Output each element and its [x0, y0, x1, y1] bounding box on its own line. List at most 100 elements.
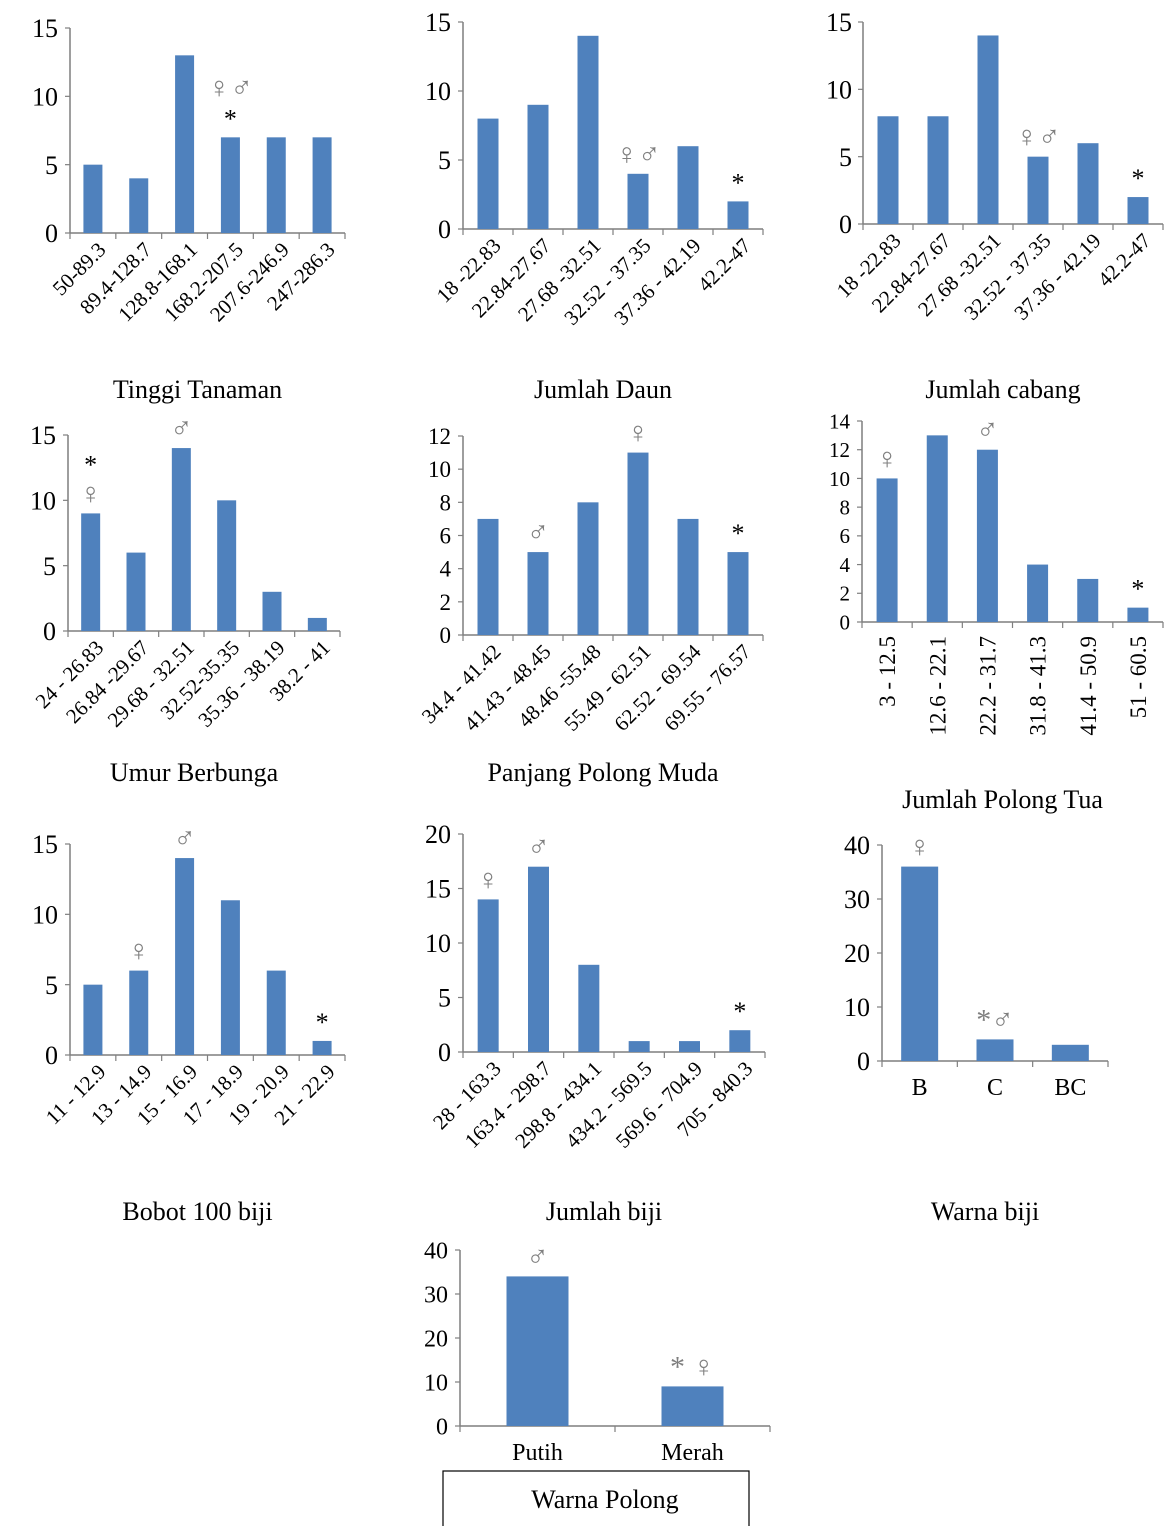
significance-marker: * — [1132, 164, 1145, 193]
y-tick-label: 40 — [844, 831, 870, 860]
chart-panel-1: 05101550-89.389.4-128.7128.8-168.1168.2-… — [32, 14, 346, 404]
bar — [727, 552, 749, 635]
bar — [262, 591, 282, 631]
bar — [627, 452, 649, 635]
bar — [171, 448, 191, 631]
bar — [312, 1040, 332, 1055]
parent-marker: ♂ — [173, 822, 196, 855]
parent-marker: ♂ — [170, 412, 193, 445]
y-tick-label: 0 — [43, 617, 56, 646]
y-tick-label: 2 — [440, 590, 452, 615]
parent-marker: ♂ — [527, 516, 550, 549]
x-tick-label: 51 - 60.5 — [1126, 636, 1151, 718]
bar — [901, 866, 939, 1061]
bar — [1027, 564, 1049, 622]
bar — [81, 513, 101, 631]
bar — [1127, 197, 1149, 224]
y-tick-label: 10 — [424, 1370, 448, 1396]
bar — [729, 1030, 751, 1052]
bar — [727, 201, 749, 229]
bar — [175, 55, 195, 234]
bar — [679, 1041, 700, 1052]
significance-marker: * — [316, 1008, 329, 1037]
bar — [129, 970, 149, 1055]
y-tick-label: 6 — [840, 524, 851, 548]
significance-marker: * — [733, 997, 746, 1026]
y-tick-label: 10 — [425, 77, 451, 106]
bar — [506, 1276, 569, 1426]
y-tick-label: 0 — [857, 1047, 870, 1076]
chart-title: Umur Berbunga — [110, 758, 279, 787]
parent-marker: ♂ — [527, 831, 550, 864]
chart-title: Tinggi Tanaman — [113, 375, 282, 404]
y-tick-label: 10 — [826, 75, 852, 104]
x-tick-label: 31.8 - 41.3 — [1026, 636, 1051, 736]
chart-title: Jumlah Daun — [534, 375, 672, 404]
bar — [527, 552, 549, 635]
bar — [217, 500, 237, 631]
bar — [1077, 578, 1099, 622]
bar — [83, 164, 103, 233]
bar — [477, 518, 499, 635]
bar — [477, 118, 499, 229]
bar — [1127, 607, 1149, 622]
chart-title: Jumlah Polong Tua — [902, 785, 1103, 814]
y-tick-label: 8 — [440, 490, 452, 515]
bar — [129, 178, 149, 233]
bar — [577, 35, 599, 229]
y-tick-label: 20 — [425, 820, 451, 849]
bar — [578, 964, 600, 1052]
bar — [661, 1386, 724, 1426]
x-tick-label: 42.2-47 — [1093, 229, 1156, 292]
bar — [528, 866, 549, 1052]
y-tick-label: 5 — [45, 971, 58, 1000]
bar — [527, 104, 549, 229]
significance-marker: * — [732, 519, 745, 548]
bar — [266, 137, 286, 233]
y-tick-label: 15 — [30, 421, 56, 450]
parent-marker: ♂ — [976, 414, 999, 447]
parent-marker: ♀♂ — [616, 138, 661, 171]
x-tick-label: C — [987, 1075, 1003, 1101]
bar — [926, 435, 948, 622]
y-tick-label: 10 — [829, 467, 850, 491]
y-tick-label: 0 — [438, 1038, 451, 1067]
parent-marker: ♀ — [876, 442, 899, 475]
chart-title: Jumlah biji — [546, 1197, 662, 1226]
x-tick-label: B — [912, 1075, 928, 1101]
y-tick-label: 5 — [43, 552, 56, 581]
bar — [977, 35, 999, 224]
bar — [312, 137, 332, 233]
chart-panel-6: 0 2 4 6 8 10 12 14 3 - 12.5 12.6 - 22.1 22.2 - 31.… — [829, 409, 1164, 814]
y-tick-label: 0 — [438, 215, 451, 244]
bar — [220, 900, 240, 1055]
bar — [976, 1039, 1014, 1061]
title-box — [442, 1470, 750, 1526]
y-tick-label: 0 — [436, 1414, 448, 1440]
y-tick-label: 15 — [32, 14, 58, 43]
y-tick-label: 15 — [425, 875, 451, 904]
y-tick-label: 0 — [839, 210, 852, 239]
x-tick-label: 42.2-47 — [693, 234, 756, 297]
y-tick-label: 8 — [840, 495, 851, 519]
chart-title: Bobot 100 biji — [122, 1197, 272, 1226]
chart-title: Jumlah cabang — [925, 375, 1080, 404]
chart-title: Panjang Polong Muda — [487, 758, 719, 787]
bar — [1027, 156, 1049, 224]
parent-marker: ♀ — [908, 831, 931, 864]
y-tick-label: 15 — [425, 8, 451, 37]
chart-title: Warna biji — [931, 1197, 1039, 1226]
y-tick-label: 20 — [424, 1326, 448, 1352]
x-tick-label: 41.4 - 50.9 — [1076, 636, 1101, 736]
y-tick-label: 40 — [424, 1238, 448, 1264]
y-tick-label: 0 — [45, 1041, 58, 1070]
bar — [266, 970, 286, 1055]
chart-panel-10: 0 10 20 30 40 Putih Merah ♂ * ♀ Warna Polong — [424, 1238, 771, 1526]
y-tick-label: 12 — [829, 438, 850, 462]
y-tick-label: 10 — [32, 900, 58, 929]
parent-marker: ♀ — [477, 863, 500, 896]
